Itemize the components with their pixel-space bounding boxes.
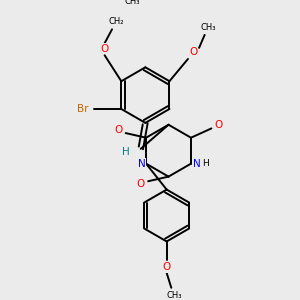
Text: CH₃: CH₃ — [166, 291, 182, 300]
Text: N: N — [193, 159, 200, 169]
Text: O: O — [215, 120, 223, 130]
Text: N: N — [138, 159, 145, 169]
Text: CH₃: CH₃ — [201, 23, 216, 32]
Text: CH₃: CH₃ — [125, 0, 140, 6]
Text: H: H — [122, 147, 130, 157]
Text: O: O — [189, 46, 198, 57]
Text: Br: Br — [76, 104, 88, 114]
Text: O: O — [136, 179, 145, 189]
Text: O: O — [163, 262, 171, 272]
Text: H: H — [202, 159, 209, 168]
Text: O: O — [114, 125, 122, 135]
Text: CH₂: CH₂ — [109, 17, 124, 26]
Text: O: O — [100, 44, 109, 54]
